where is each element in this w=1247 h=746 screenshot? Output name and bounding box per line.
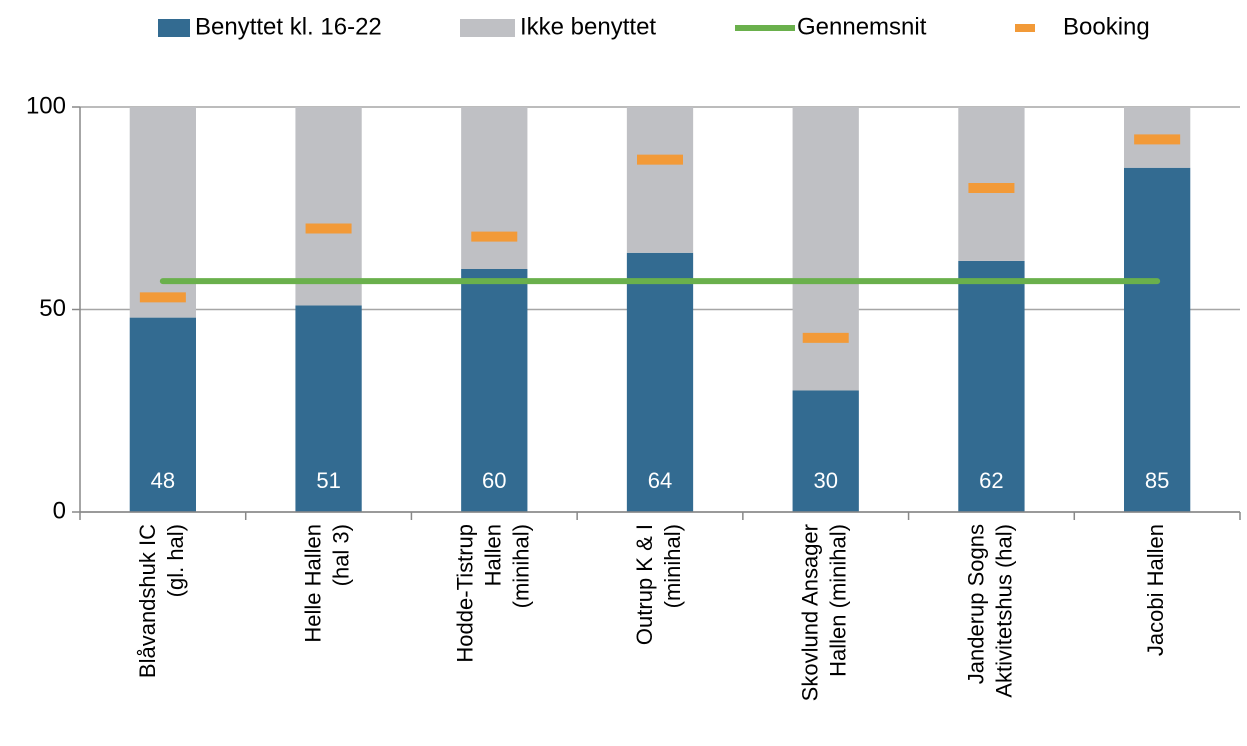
x-tick-label: Jacobi Hallen [1143, 524, 1168, 656]
label-line: (minihal) [508, 524, 533, 608]
data-label: 48 [151, 468, 175, 493]
label-line: Hallen [480, 524, 505, 586]
legend-key [460, 19, 515, 37]
label-line: (minihal) [660, 524, 685, 608]
booking-marker [637, 154, 683, 165]
legend-key [1015, 24, 1035, 32]
y-tick-label: 0 [53, 497, 66, 524]
bar [461, 107, 528, 269]
label-line: Outrup K & I [632, 524, 657, 645]
bar [792, 390, 859, 512]
legend-key [158, 19, 190, 37]
x-tick-label: Skovlund Ansager Hallen (minihal) [798, 524, 851, 701]
data-label: 85 [1145, 468, 1169, 493]
data-label: 60 [482, 468, 506, 493]
bar [958, 260, 1025, 512]
data-label: 30 [813, 468, 837, 493]
label-line: Hallen (minihal) [826, 524, 851, 677]
y-tick-label: 100 [26, 92, 66, 119]
y-tick-label: 50 [39, 295, 66, 322]
label-line: (hal 3) [328, 524, 353, 586]
label-line: (gl. hal) [163, 524, 188, 597]
bar [129, 107, 196, 318]
booking-marker [968, 183, 1015, 193]
data-label: 51 [316, 468, 340, 493]
x-tick-label: Janderup Sogns Aktivitetshus (hal) [963, 524, 1016, 698]
bar [626, 252, 694, 513]
x-tick-label: Helle Hallen (hal 3) [300, 524, 353, 643]
booking-marker [139, 292, 186, 303]
label-line: Skovlund Ansager [798, 524, 823, 701]
bar [295, 107, 362, 306]
x-tick-label: Hodde-Tistrup Hallen (minihal) [452, 524, 533, 663]
label-line: Hodde-Tistrup [452, 524, 477, 663]
label-line: Helle Hallen [300, 524, 325, 643]
bar [461, 269, 528, 512]
booking-marker [471, 231, 518, 242]
label-line: Janderup Sogns [963, 524, 988, 684]
label-line: Blåvandshuk IC [135, 524, 160, 678]
bar [792, 107, 859, 391]
bar [626, 107, 694, 253]
x-tick-label: Outrup K & I (minihal) [632, 524, 685, 645]
data-label: 64 [648, 468, 672, 493]
booking-marker [1134, 134, 1181, 145]
booking-marker [305, 223, 352, 234]
legend-label: Booking [1063, 13, 1150, 40]
bar [129, 317, 196, 512]
legend-label: Gennemsnit [797, 13, 927, 40]
label-line: Jacobi Hallen [1143, 524, 1168, 656]
legend-label: Benyttet kl. 16-22 [195, 13, 382, 40]
bar [1124, 167, 1191, 512]
booking-marker [802, 332, 849, 343]
data-label: 62 [979, 468, 1003, 493]
label-line: Aktivitetshus (hal) [991, 524, 1016, 698]
x-tick-label: Blåvandshuk IC (gl. hal) [135, 524, 188, 678]
legend-label: Ikke benyttet [520, 13, 656, 40]
bar [295, 305, 362, 512]
